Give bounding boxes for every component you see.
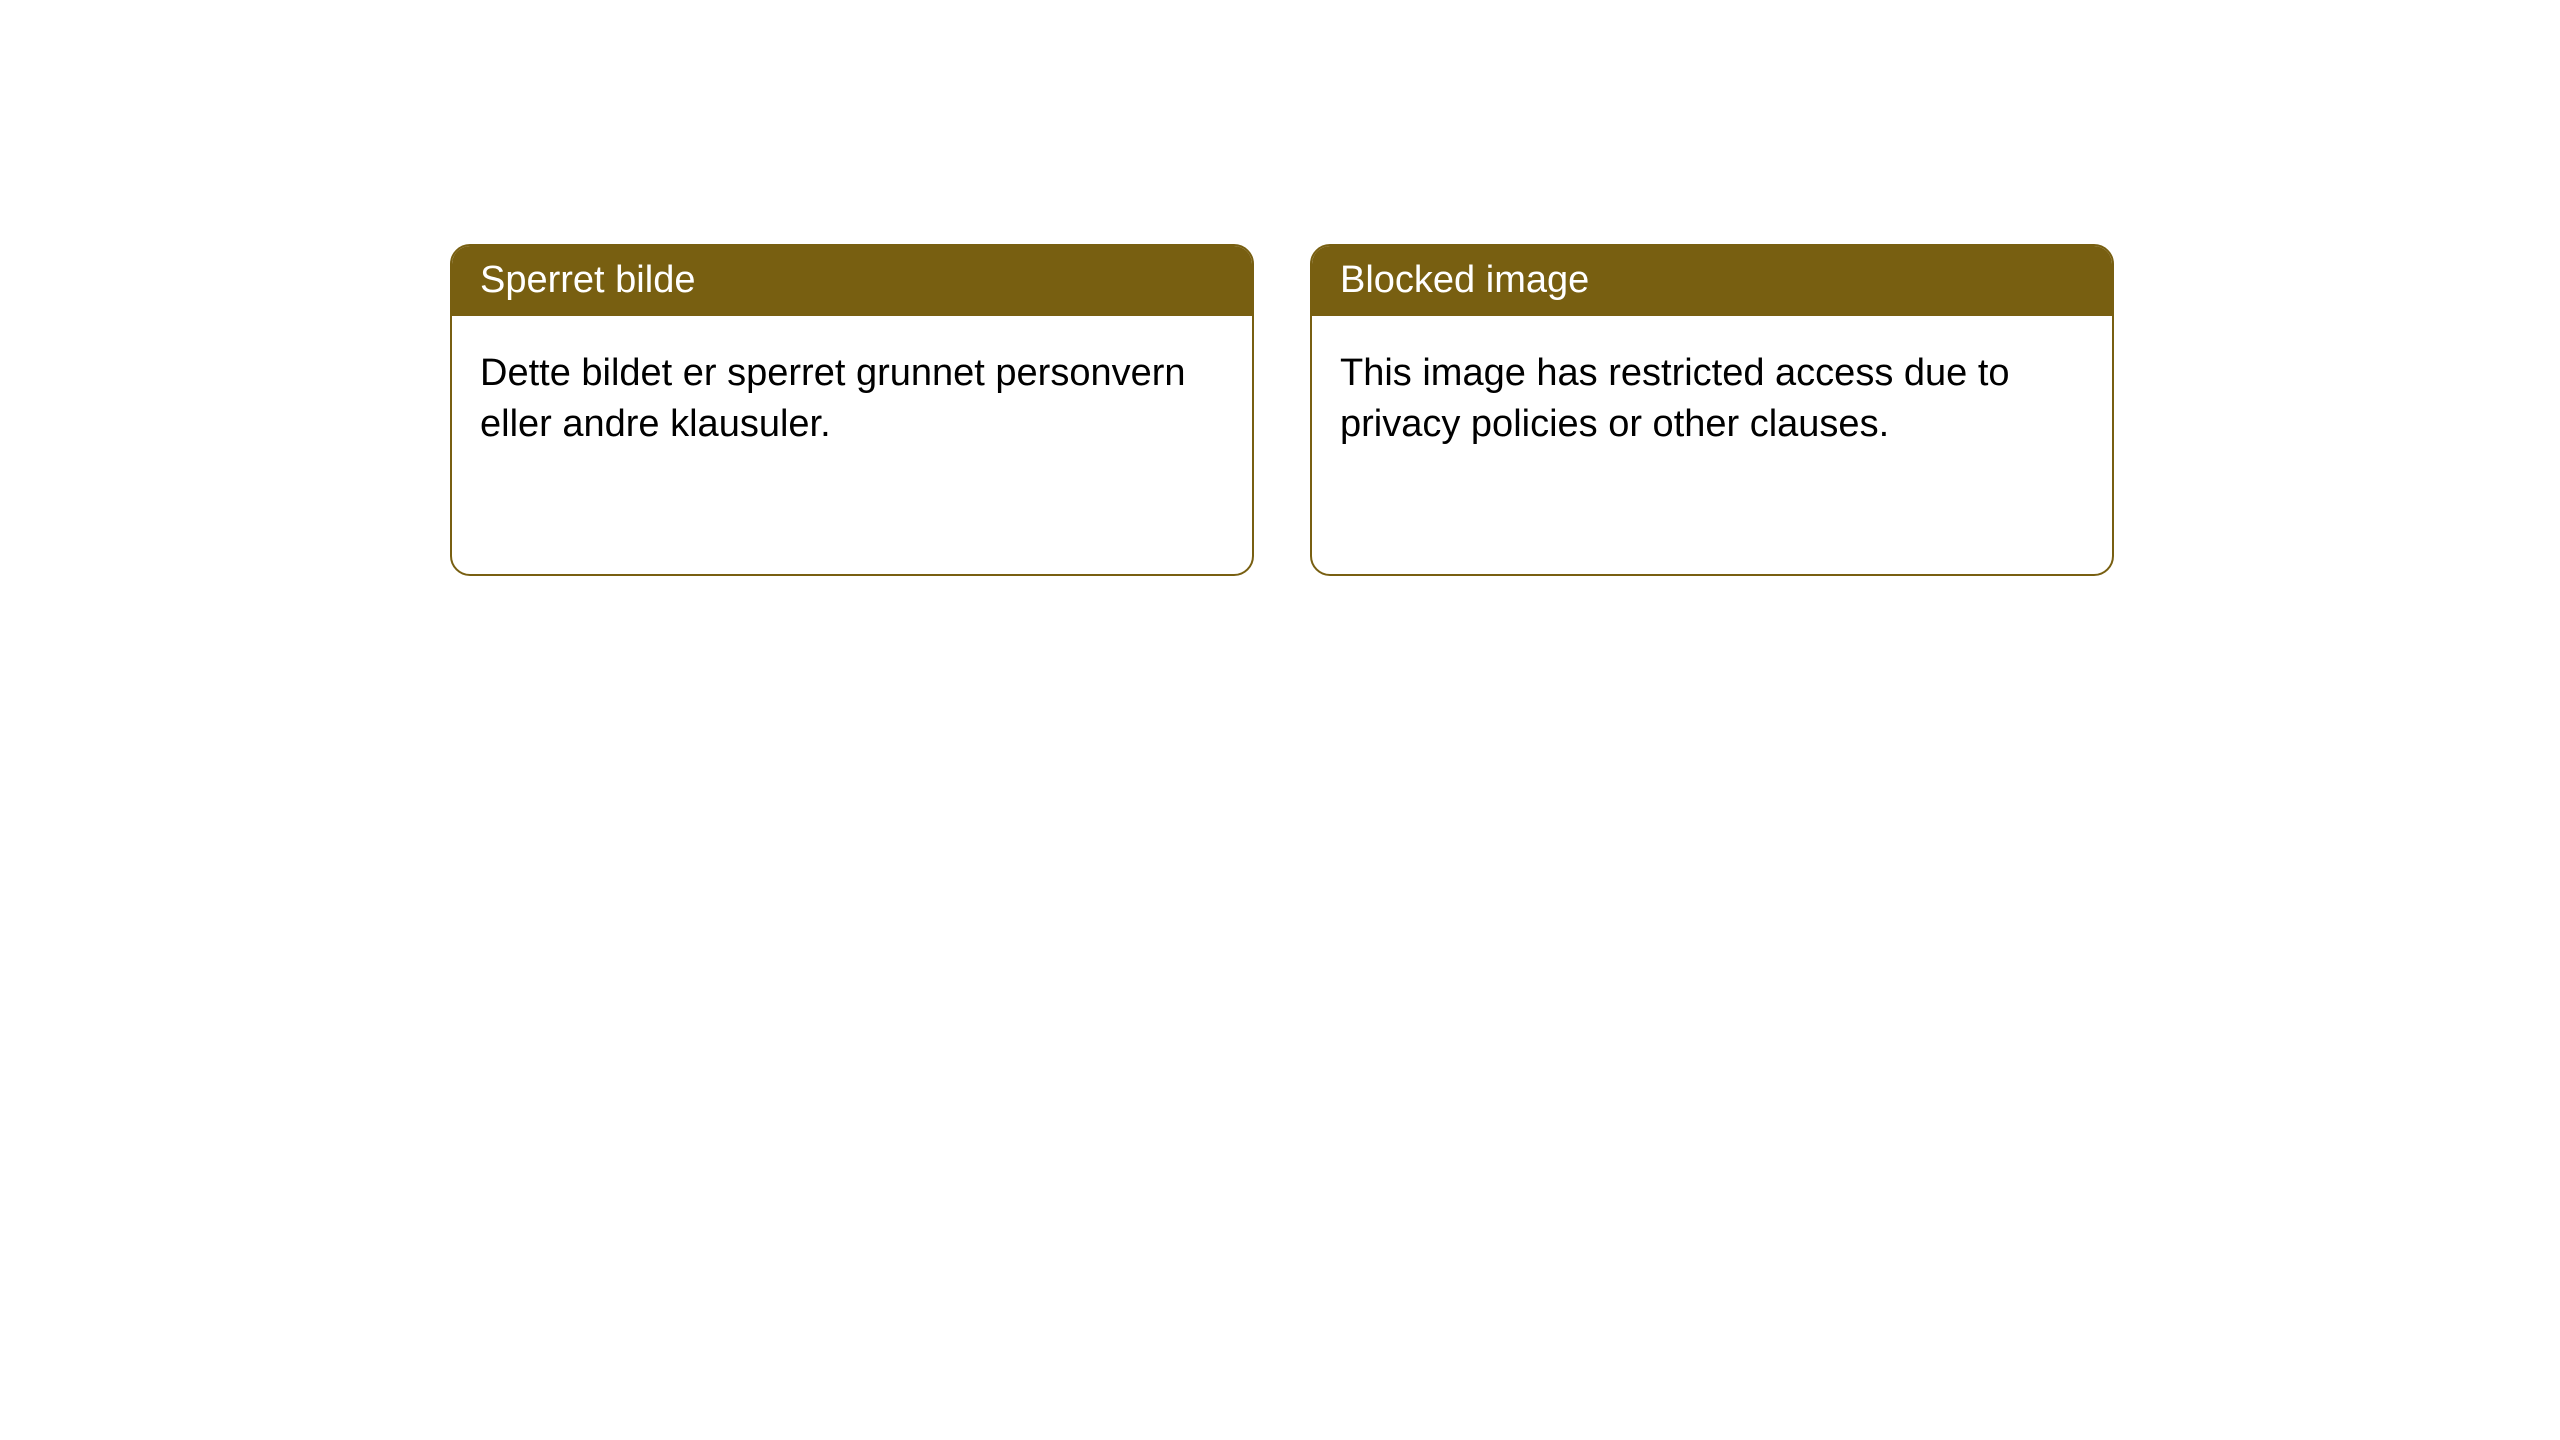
notice-card-english: Blocked image This image has restricted … [1310,244,2114,576]
notice-card-norwegian: Sperret bilde Dette bildet er sperret gr… [450,244,1254,576]
notice-title: Blocked image [1312,246,2112,316]
notice-title: Sperret bilde [452,246,1252,316]
notice-body: Dette bildet er sperret grunnet personve… [452,316,1252,483]
notice-body: This image has restricted access due to … [1312,316,2112,483]
notice-container: Sperret bilde Dette bildet er sperret gr… [0,0,2560,576]
